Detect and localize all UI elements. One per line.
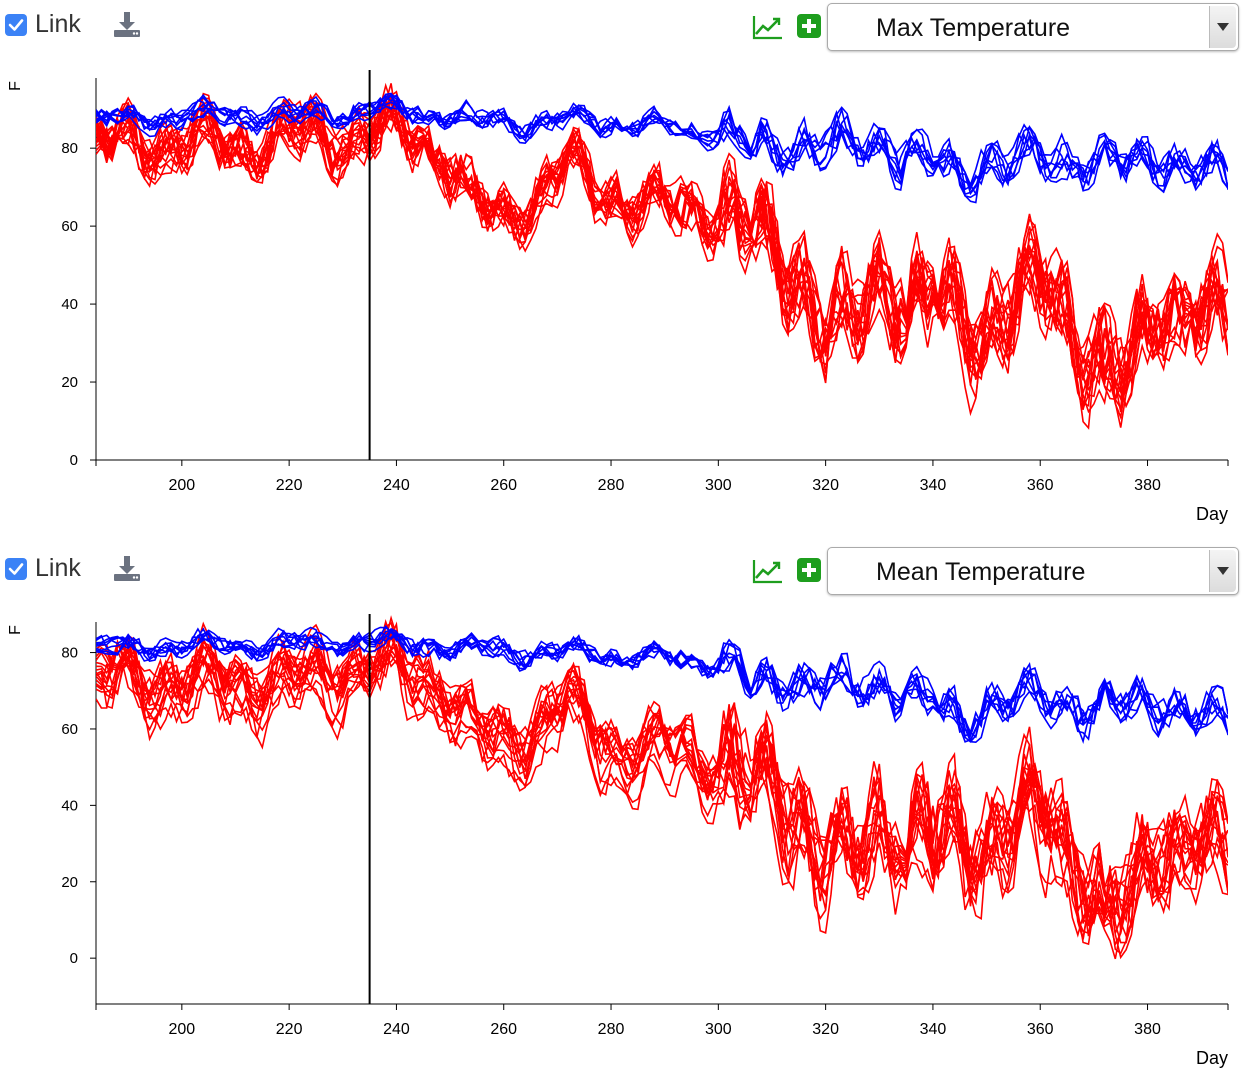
series-line-red [96,615,1228,915]
x-tick-label: 300 [705,1021,732,1038]
y-tick-label: 0 [70,950,78,967]
download-icon[interactable] [112,10,142,40]
x-tick-label: 220 [276,477,303,494]
dropdown-arrow-icon[interactable] [1209,6,1236,48]
x-tick-label: 320 [812,1021,839,1038]
y-tick-label: 0 [70,452,78,469]
trend-chart-icon[interactable] [752,558,784,584]
x-tick-label: 380 [1134,1021,1161,1038]
x-tick-label: 360 [1027,477,1054,494]
trend-chart-icon[interactable] [752,14,784,40]
link-checkbox[interactable] [5,558,27,580]
y-tick-label: 60 [61,721,78,738]
add-icon[interactable] [797,14,821,38]
x-tick-label: 340 [920,477,947,494]
y-tick-label: 20 [61,374,78,391]
checkmark-icon [8,563,24,575]
x-tick-label: 280 [598,477,625,494]
chart-panel-max-temperature: Link Max Temperature 0 20 40 60 80 200 220 240 2… [0,0,1247,524]
y-tick-label: 20 [61,874,78,891]
download-icon[interactable] [112,554,142,584]
x-tick-label: 240 [383,477,410,494]
series-line-blue [96,93,1228,191]
series-line-red [96,629,1228,913]
x-tick-label: 200 [168,1021,195,1038]
series-line-blue [96,92,1228,199]
chart-panel-mean-temperature: Link Mean Temperature 0 20 40 60 80 200 220 240… [0,544,1247,1088]
x-tick-label: 320 [812,477,839,494]
y-tick-label: 80 [61,140,78,157]
checkmark-icon [8,19,24,31]
x-tick-label: 260 [490,477,517,494]
x-tick-label: 380 [1134,477,1161,494]
x-tick-label: 280 [598,1021,625,1038]
x-tick-label: 240 [383,1021,410,1038]
variable-select-value: Mean Temperature [876,558,1086,586]
y-tick-label: 60 [61,218,78,235]
x-tick-label: 260 [490,1021,517,1038]
line-chart: 0 20 40 60 80 200 220 240 260 280 300 320 340 360 380 F… [7,614,1229,1068]
series-line-red [96,649,1228,960]
series-line-red [96,636,1228,924]
panel-toolbar: Link Max Temperature [0,0,1247,60]
line-chart: 0 20 40 60 80 200 220 240 260 280 300 320 340 360 380 F… [7,70,1229,524]
x-tick-label: 360 [1027,1021,1054,1038]
x-tick-label: 340 [920,1021,947,1038]
series-line-red [96,95,1228,414]
y-tick-label: 40 [61,797,78,814]
variable-select[interactable]: Max Temperature [827,3,1239,51]
y-axis-label: F [7,81,24,91]
y-tick-label: 80 [61,645,78,662]
x-axis-label: Day [1196,504,1228,524]
y-axis-label: F [7,625,24,635]
dropdown-arrow-icon[interactable] [1209,550,1236,592]
series-group [96,82,1228,430]
series-line-red [96,92,1228,378]
add-icon[interactable] [797,558,821,582]
series-line-blue [96,626,1228,738]
series-line-red [96,92,1228,383]
series-line-blue [96,95,1228,197]
series-line-red [96,92,1228,407]
series-line-red [96,648,1228,947]
x-axis-label: Day [1196,1048,1228,1068]
series-group [96,615,1228,960]
x-tick-label: 200 [168,477,195,494]
y-tick-label: 40 [61,296,78,313]
link-label: Link [35,10,81,38]
variable-select-value: Max Temperature [876,14,1071,42]
panel-toolbar: Link Mean Temperature [0,544,1247,604]
link-checkbox[interactable] [5,14,27,36]
series-line-red [96,630,1228,946]
series-line-blue [96,93,1228,196]
series-line-red [96,621,1228,944]
series-line-blue [96,629,1228,739]
x-tick-label: 220 [276,1021,303,1038]
x-tick-label: 300 [705,477,732,494]
variable-select[interactable]: Mean Temperature [827,547,1239,595]
link-label: Link [35,554,81,582]
